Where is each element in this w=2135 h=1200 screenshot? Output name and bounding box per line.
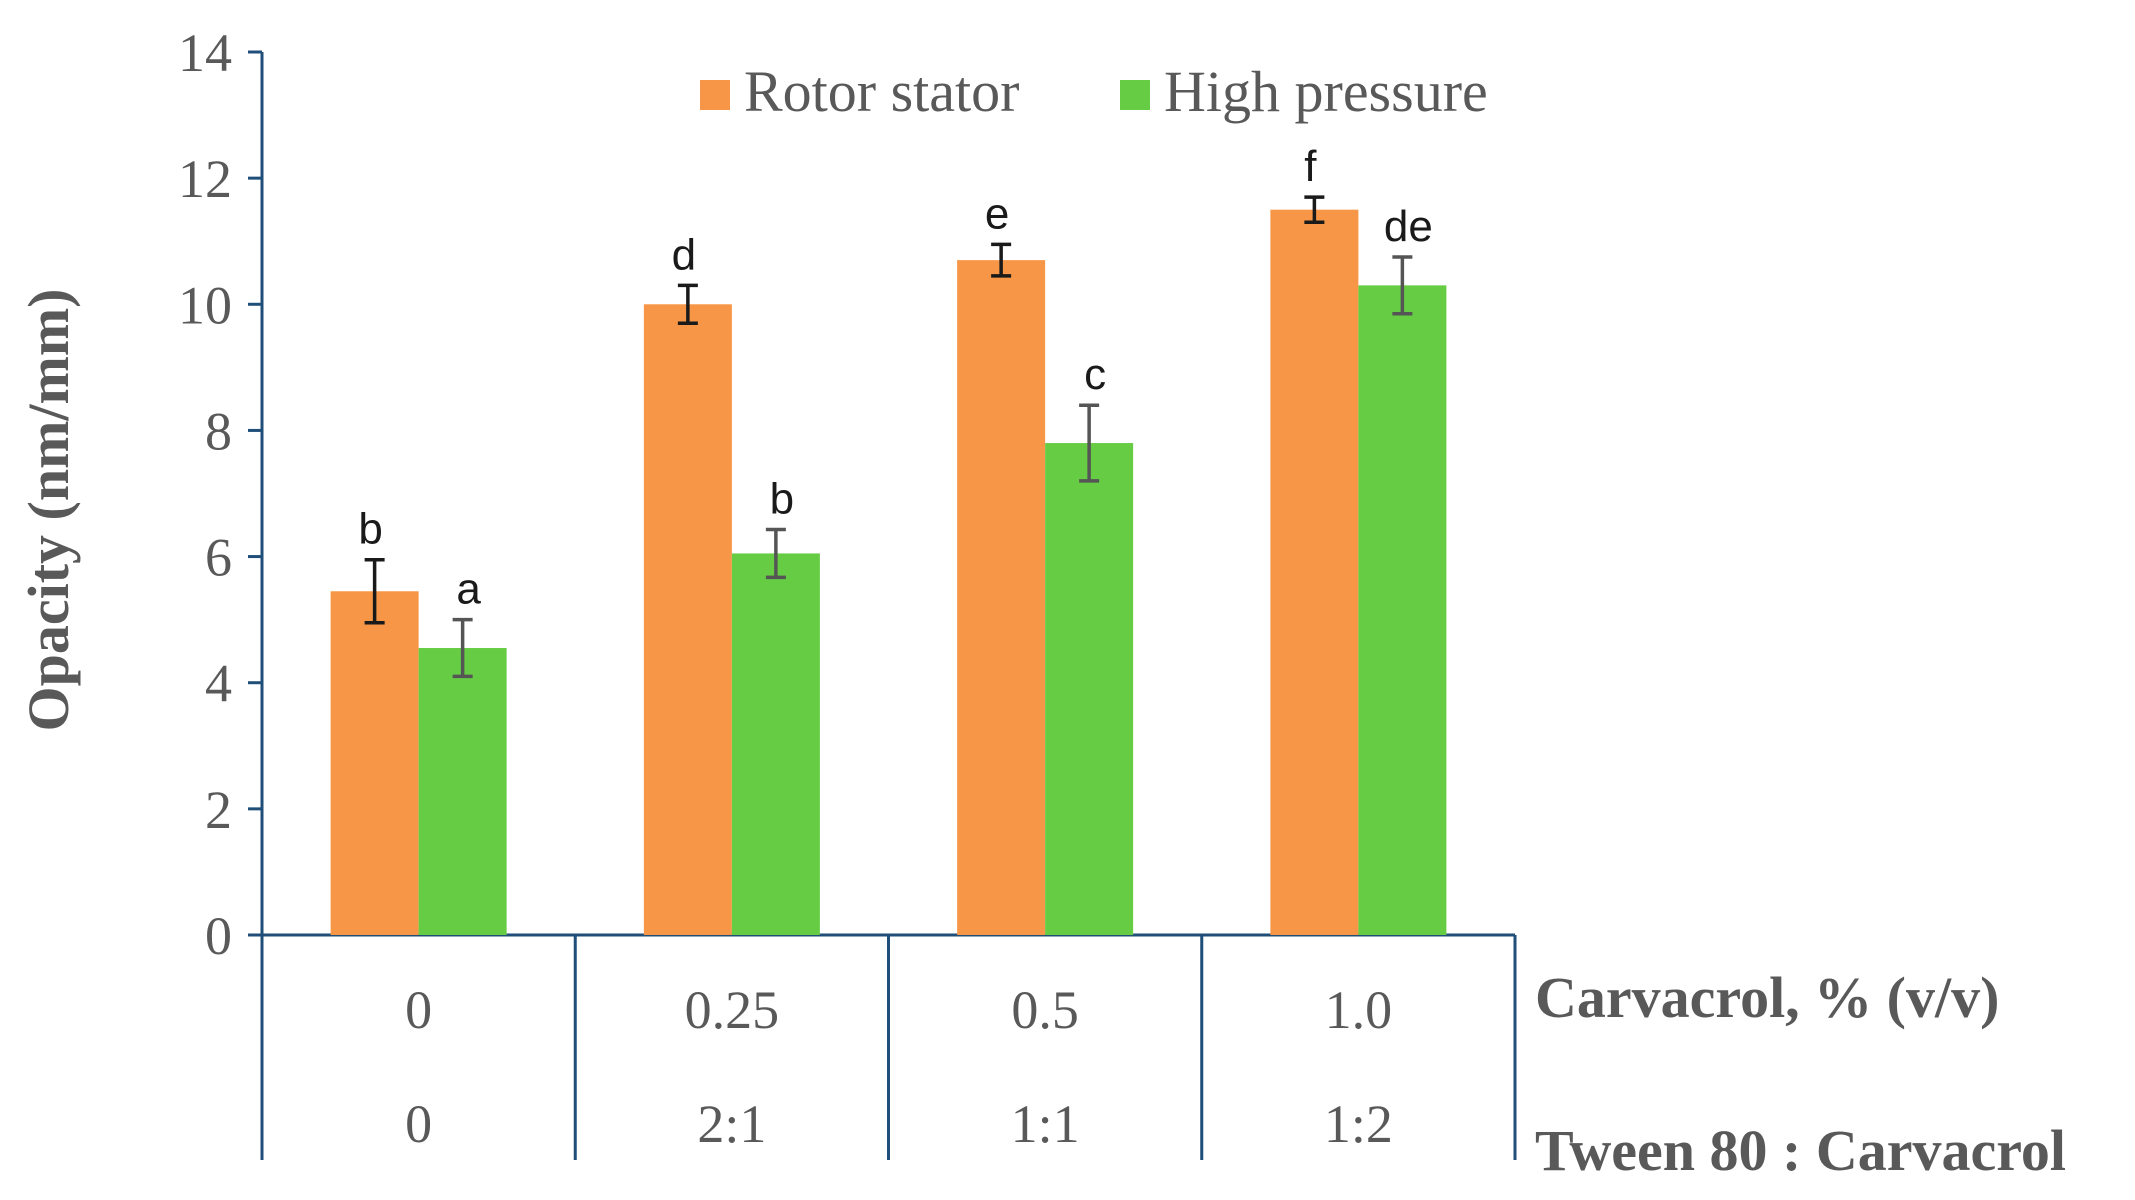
significance-label: d [672, 230, 696, 279]
x-category-label: 0.5 [1011, 980, 1079, 1040]
x-axis-title: Carvacrol, % (v/v) [1535, 965, 1999, 1030]
significance-label: f [1304, 142, 1317, 191]
significance-label: b [358, 505, 382, 554]
y-tick-label: 4 [205, 654, 232, 714]
y-tick-label: 8 [205, 401, 232, 461]
significance-label: de [1384, 202, 1433, 251]
bar [330, 591, 419, 935]
y-tick-label: 12 [178, 149, 232, 209]
bar [731, 553, 820, 935]
bar [1358, 285, 1447, 936]
bar [1045, 443, 1134, 935]
significance-label: a [456, 565, 481, 614]
x-secondary-label: 1:2 [1324, 1094, 1393, 1154]
x-secondary-label: 1:1 [1011, 1094, 1080, 1154]
significance-label: b [770, 474, 794, 523]
x-category-label: 0.25 [685, 980, 780, 1040]
significance-label: c [1084, 350, 1106, 399]
y-tick-label: 6 [205, 528, 232, 588]
x-category-label: 0 [405, 980, 432, 1040]
y-tick-label: 2 [205, 780, 232, 840]
y-axis-title: Opacity (nm/mm) [16, 289, 81, 732]
secondary-axis-title: Tween 80 : Carvacrol [1535, 1118, 2066, 1183]
legend-swatch [700, 80, 730, 110]
bar [418, 648, 507, 935]
significance-label: e [985, 189, 1009, 238]
y-tick-label: 10 [178, 275, 232, 335]
legend-swatch [1120, 80, 1150, 110]
x-category-label: 1.0 [1325, 980, 1393, 1040]
legend-label: High pressure [1164, 59, 1488, 124]
y-tick-label: 14 [178, 23, 232, 83]
x-secondary-label: 0 [405, 1094, 432, 1154]
bar [643, 304, 732, 935]
bar [957, 260, 1046, 935]
legend-label: Rotor stator [744, 59, 1019, 124]
x-secondary-label: 2:1 [697, 1094, 766, 1154]
bar [1270, 209, 1359, 935]
y-tick-label: 0 [205, 906, 232, 966]
